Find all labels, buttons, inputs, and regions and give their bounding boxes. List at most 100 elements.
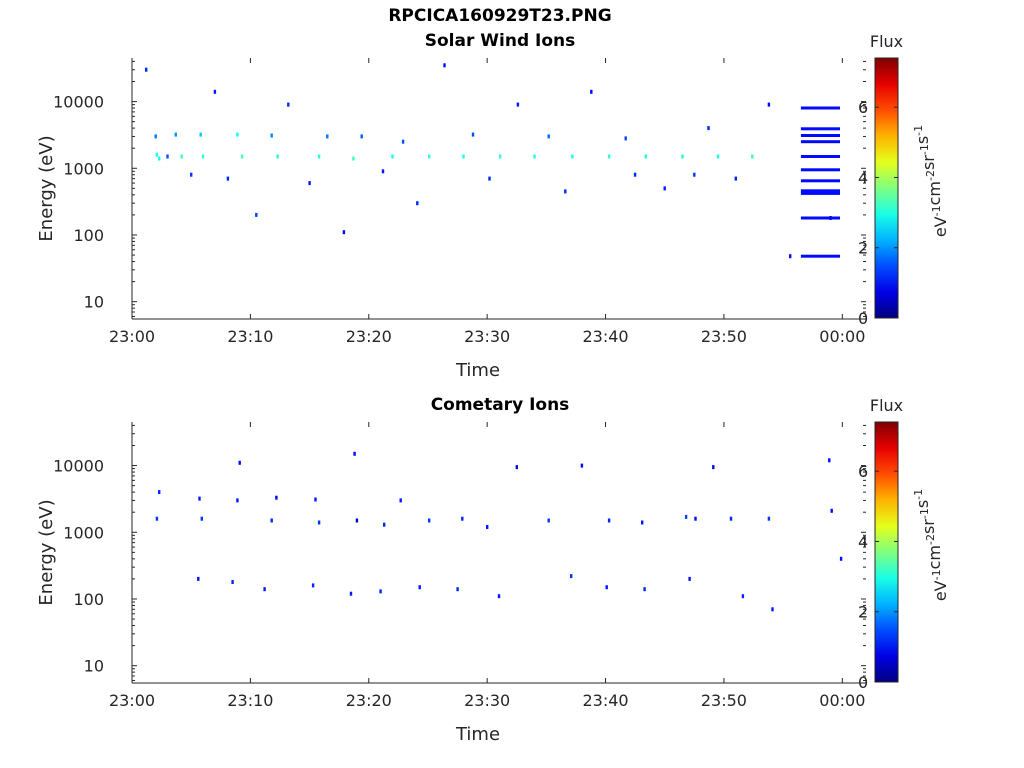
- data-cell: [767, 102, 771, 107]
- figure-title: RPCICA160929T23.PNG: [388, 6, 612, 26]
- colorbar-tick-label: 4: [858, 168, 868, 187]
- data-cell: [270, 133, 273, 138]
- data-cell: [471, 132, 475, 137]
- data-cell: [547, 134, 550, 139]
- data-cell: [236, 132, 239, 137]
- unit-exponent: -1: [918, 508, 931, 519]
- data-cell: [174, 132, 177, 137]
- colorbar-tick-label: 0: [858, 309, 868, 328]
- data-cell: [462, 154, 465, 159]
- data-cell: [684, 514, 688, 519]
- data-cell: [381, 169, 385, 174]
- data-cell: [154, 134, 157, 139]
- data-cell: [155, 516, 159, 521]
- data-cell: [311, 583, 315, 588]
- y-tick-label: 1000: [63, 159, 104, 178]
- data-cell: [355, 518, 359, 523]
- data-cell: [379, 589, 382, 594]
- x-tick-label: 23:30: [464, 691, 510, 710]
- unit-exponent: -2: [924, 534, 937, 545]
- unit-base: s: [913, 500, 932, 508]
- panel-1: 23:00 23:10 23:20 23:30 23:40 23:50 00:00 10 100…: [36, 32, 950, 381]
- unit-exponent: -2: [924, 170, 937, 181]
- data-cell: [789, 254, 792, 259]
- colorbar-tick-label: 2: [858, 603, 868, 622]
- data-band: [800, 127, 840, 131]
- x-tick-label: 23:30: [464, 327, 510, 346]
- data-cell: [317, 154, 321, 159]
- data-cell: [399, 498, 402, 503]
- data-cell: [236, 498, 239, 503]
- data-cell: [707, 126, 710, 131]
- data-cell: [605, 585, 608, 590]
- data-cell: [352, 156, 355, 161]
- data-band: [800, 216, 840, 220]
- data-cell: [533, 154, 536, 159]
- colorbar: [874, 57, 899, 319]
- y-tick-label: 1000: [63, 523, 104, 542]
- data-cell: [751, 154, 754, 159]
- data-cell: [497, 594, 501, 599]
- unit-exponent: -1: [918, 144, 931, 155]
- data-cell: [201, 154, 205, 159]
- data-cell: [734, 176, 737, 181]
- x-tick-label: 00:00: [819, 691, 865, 710]
- panel-1-title: Solar Wind Ions: [424, 31, 576, 51]
- data-cell: [155, 152, 159, 157]
- data-cell: [276, 154, 279, 159]
- data-cell: [571, 154, 574, 159]
- x-tick-label: 23:00: [109, 691, 155, 710]
- x-tick-label: 00:00: [819, 327, 865, 346]
- data-cell: [180, 154, 183, 159]
- data-cell: [688, 576, 691, 581]
- data-cell: [166, 154, 169, 159]
- y-tick-label: 100: [73, 226, 104, 245]
- data-cell: [391, 154, 394, 159]
- data-cell: [643, 587, 646, 592]
- x-tick-label: 23:40: [582, 327, 628, 346]
- unit-base: cm: [925, 181, 944, 205]
- data-cell: [516, 102, 520, 107]
- data-cell: [461, 516, 464, 521]
- data-cell: [499, 154, 502, 159]
- data-cell: [317, 520, 321, 525]
- panel-2: 23:00 23:10 23:20 23:30 23:40 23:50 00:00 10 100…: [36, 396, 950, 745]
- colorbar-label: eV-1cm-2sr-1s-1: [912, 489, 950, 601]
- data-cell: [767, 516, 771, 521]
- data-cell: [839, 556, 843, 561]
- data-cell: [199, 132, 202, 137]
- unit-base: cm: [925, 545, 944, 569]
- data-cell: [624, 136, 627, 141]
- data-cell: [663, 186, 666, 191]
- data-cell: [360, 134, 363, 139]
- data-cell: [383, 522, 386, 527]
- colorbar-title: Flux: [870, 396, 903, 415]
- data-band: [800, 168, 840, 172]
- colorbar-tick-label: 6: [858, 462, 868, 481]
- y-tick-label: 10: [84, 293, 104, 312]
- y-tick-label: 10000: [53, 93, 104, 112]
- data-cell: [213, 89, 217, 94]
- data-cell: [238, 460, 241, 465]
- x-tick-label: 23:50: [701, 327, 747, 346]
- data-cell: [771, 607, 774, 612]
- data-cell: [200, 516, 203, 521]
- y-tick-label: 10: [84, 657, 104, 676]
- unit-base: eV: [931, 580, 950, 601]
- data-cell: [830, 508, 833, 513]
- data-cell: [729, 516, 733, 521]
- colorbar-tick-label: 2: [858, 239, 868, 258]
- data-cell: [197, 576, 200, 581]
- data-cell: [712, 465, 715, 470]
- data-cell: [741, 594, 745, 599]
- data-cell: [145, 67, 148, 72]
- y-axis-label: Energy (eV): [36, 499, 57, 605]
- data-cell: [158, 490, 161, 495]
- data-cell: [607, 518, 611, 523]
- data-cell: [580, 463, 584, 468]
- data-cell: [694, 516, 697, 521]
- data-cell: [547, 518, 550, 523]
- data-cell: [428, 518, 431, 523]
- data-cell: [231, 580, 234, 584]
- data-cell: [633, 172, 637, 177]
